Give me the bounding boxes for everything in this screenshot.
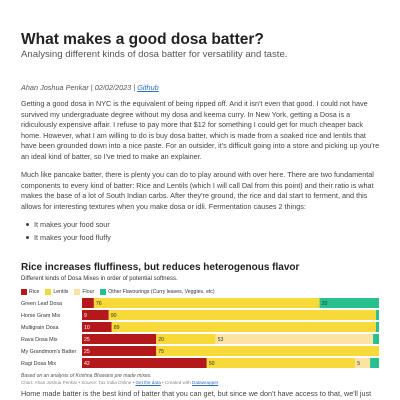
bar-segment [111, 322, 377, 332]
byline-separator: | [90, 83, 95, 92]
paragraph: Getting a good dosa in NYC is the equiva… [21, 99, 380, 161]
byline-separator: | [133, 83, 138, 92]
data-label: 25 [84, 349, 90, 355]
bar-segment [370, 358, 379, 368]
chart-source: Chart: Ahan Joshua Penkar • Source: Tax … [21, 380, 218, 385]
bar-segment [82, 322, 112, 332]
category-label: Rava Dosa Mix [21, 337, 58, 343]
bar-segment [215, 334, 374, 344]
bar-segment [156, 346, 379, 356]
bar-segment [93, 298, 320, 308]
bar-segment [108, 310, 377, 320]
bar-segment [319, 298, 379, 308]
bar-segment [355, 358, 371, 368]
data-label: 10 [84, 325, 90, 331]
publish-date: 02/02/2023 [94, 83, 132, 92]
data-label: 90 [111, 313, 117, 319]
bar-segment [376, 322, 379, 332]
bar-segment [206, 358, 356, 368]
bar-segment [376, 310, 379, 320]
bar-segment [82, 346, 157, 356]
legend-swatch [45, 289, 52, 295]
data-label: 20 [322, 301, 328, 307]
data-label: 42 [84, 361, 90, 367]
bar-segment [82, 298, 94, 308]
list-item: It makes your food fluffy [21, 231, 111, 244]
category-label: Ragi Dosa Mix [21, 361, 56, 367]
legend-label: Flour [82, 289, 95, 295]
category-label: My Grandmom's Batter [21, 349, 76, 355]
fermentation-effects-list: It makes your food sour It makes your fo… [21, 218, 111, 244]
legend-swatch [100, 289, 107, 295]
paragraph: Much like pancake batter, there is plent… [21, 170, 374, 211]
data-label: 75 [158, 349, 164, 355]
paragraph: Home made batter is the best kind of bat… [21, 389, 372, 398]
data-label: 89 [114, 325, 120, 331]
category-label: Multigrain Dosa [21, 325, 58, 331]
data-label: 20 [158, 337, 164, 343]
bar-segment [373, 334, 379, 344]
legend-item-other: Other Flavourings (Curry leaves, Veggies… [100, 289, 215, 295]
bar-segment [156, 334, 216, 344]
legend-swatch [74, 289, 81, 295]
data-label: 50 [209, 361, 215, 367]
page-subtitle: Analysing different kinds of dosa batter… [21, 49, 288, 60]
data-label: 5 [357, 361, 360, 367]
chart-title: Rice increases fluffiness, but reduces h… [21, 262, 300, 273]
legend-item-rice: Rice [21, 289, 39, 295]
bar-segment [82, 334, 157, 344]
data-label: 53 [218, 337, 224, 343]
page-title: What makes a good dosa batter? [21, 31, 264, 48]
data-label: 76 [96, 301, 102, 307]
author-name: Ahan Joshua Penkar [21, 83, 89, 92]
legend-label: Rice [29, 289, 40, 295]
byline: Ahan Joshua Penkar | 02/02/2023 | Github [21, 83, 159, 92]
bar-segment [82, 358, 207, 368]
legend-label: Lentils [53, 289, 69, 295]
category-label: Green Leaf Dosa [21, 301, 62, 307]
chart-note: Based on an analysis of Krishna Bhavans … [21, 373, 152, 379]
stacked-bar-chart: Green Leaf Dosa 76 20 Horse Gram Mix 9 90 Mult… [21, 298, 379, 368]
chart-credit: Chart: Ahan Joshua Penkar • Source: Tax … [21, 380, 136, 385]
get-data-link[interactable]: Get the data [135, 380, 161, 385]
bar-segment [82, 310, 109, 320]
chart-legend: Rice Lentils Flour Other Flavourings (Cu… [21, 288, 221, 296]
legend-swatch [21, 289, 27, 295]
legend-label: Other Flavourings (Curry leaves, Veggies… [108, 289, 215, 295]
chart-credit: • Created with [160, 380, 192, 385]
chart-description: Different kinds of Dosa Mixes in order o… [21, 276, 178, 282]
legend-item-lentils: Lentils [45, 289, 68, 295]
data-label: 25 [84, 337, 90, 343]
legend-item-flour: Flour [74, 289, 94, 295]
datawrapper-link[interactable]: Datawrapper [192, 380, 219, 385]
list-item: It makes your food sour [21, 218, 111, 231]
category-label: Horse Gram Mix [21, 313, 61, 319]
github-link[interactable]: Github [137, 83, 159, 92]
data-label: 9 [84, 313, 87, 319]
